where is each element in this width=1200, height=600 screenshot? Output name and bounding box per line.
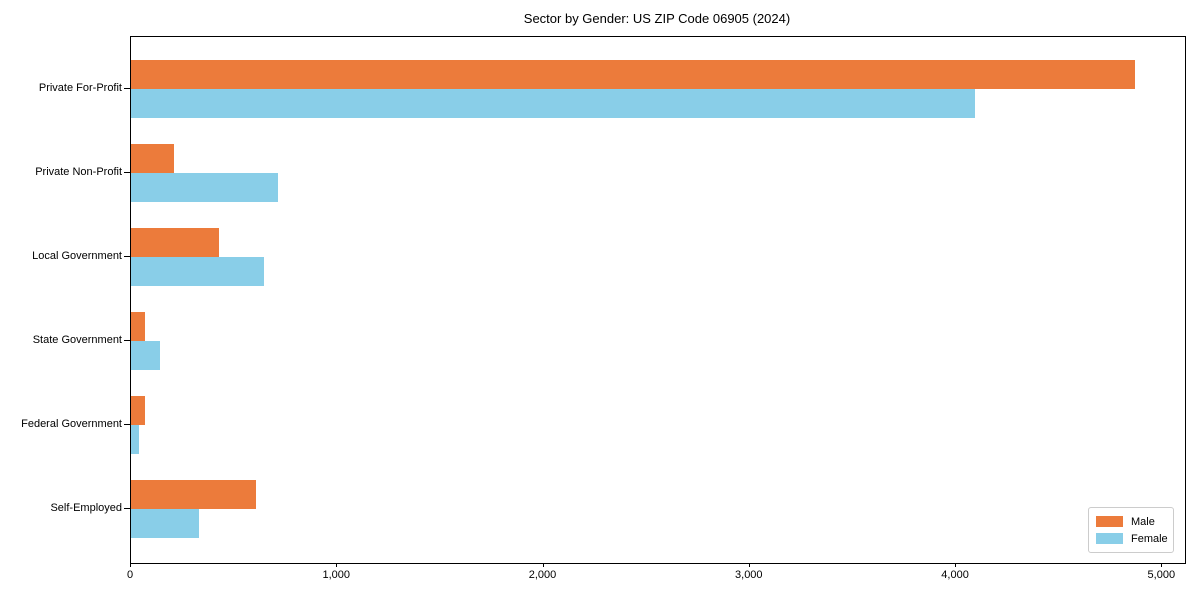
- x-tick-label-1-000: 1,000: [322, 569, 351, 581]
- bar-self-employed-male: [131, 480, 257, 509]
- x-tick-label-2-000: 2,000: [528, 569, 557, 581]
- x-tick-label-3-000: 3,000: [735, 569, 763, 581]
- legend-label-male: Male: [1131, 515, 1155, 528]
- x-tick-mark: [1161, 563, 1163, 567]
- legend-swatch-female: [1096, 533, 1123, 544]
- x-tick-mark: [336, 563, 338, 567]
- legend-label-female: Female: [1131, 532, 1168, 545]
- bar-private-non-profit-female: [131, 173, 278, 202]
- bar-private-for-profit-female: [131, 89, 975, 118]
- bar-state-government-male: [131, 312, 146, 341]
- legend-swatch-male: [1096, 516, 1123, 527]
- x-tick-mark: [130, 563, 131, 567]
- y-tick-mark: [124, 424, 130, 425]
- y-tick-mark: [124, 88, 130, 89]
- y-tick-mark: [124, 172, 130, 173]
- legend: Male Female: [1088, 507, 1174, 553]
- y-tick-label-local-government: Local Government: [32, 250, 122, 262]
- x-tick-label-5-000: 5,000: [1147, 569, 1176, 581]
- bar-private-for-profit-male: [131, 60, 1136, 89]
- y-tick-label-state-government: State Government: [32, 334, 122, 346]
- bar-private-non-profit-male: [131, 144, 175, 173]
- bar-federal-government-female: [131, 425, 140, 454]
- legend-item-female: Female: [1096, 530, 1168, 547]
- x-tick-mark: [542, 563, 544, 567]
- y-tick-label-private-non-profit: Private Non-Profit: [35, 166, 122, 178]
- x-tick-label-4-000: 4,000: [941, 569, 969, 581]
- y-tick-mark: [124, 256, 130, 257]
- plot-area: [130, 36, 1186, 564]
- bar-local-government-female: [131, 257, 265, 286]
- y-tick-label-federal-government: Federal Government: [21, 418, 122, 430]
- x-tick-mark: [748, 563, 750, 567]
- y-tick-label-self-employed: Self-Employed: [50, 502, 122, 514]
- bar-self-employed-female: [131, 509, 200, 538]
- y-tick-mark: [124, 340, 130, 341]
- bar-local-government-male: [131, 228, 220, 257]
- legend-item-male: Male: [1096, 513, 1166, 530]
- y-tick-label-private-for-profit: Private For-Profit: [38, 82, 122, 94]
- bar-federal-government-male: [131, 396, 146, 425]
- bar-state-government-female: [131, 341, 161, 370]
- y-tick-mark: [124, 508, 130, 509]
- x-tick-mark: [955, 563, 957, 567]
- x-tick-label-0: 0: [126, 569, 134, 581]
- chart-title: Sector by Gender: US ZIP Code 06905 (202…: [523, 11, 791, 26]
